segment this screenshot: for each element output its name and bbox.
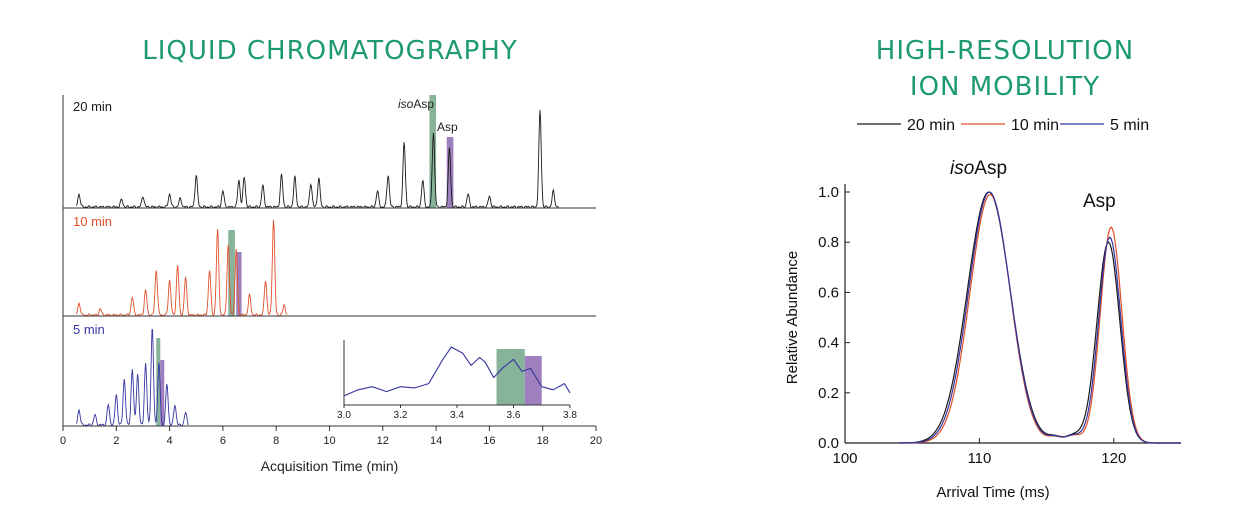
panel-label: 5 min	[73, 322, 105, 337]
im-y-tick-label: 1.0	[818, 184, 839, 201]
im-x-axis-label: Arrival Time (ms)	[936, 484, 1049, 501]
im-trace-0	[898, 191, 1181, 444]
im-x-tick-label: 110	[967, 450, 991, 467]
lc-asp-label: Asp	[437, 120, 458, 134]
im-y-tick-label: 0.6	[818, 284, 839, 301]
x-tick-label: 6	[220, 435, 226, 447]
im-y-tick-label: 0.2	[818, 385, 839, 402]
asp-band	[236, 252, 242, 316]
x-tick-label: 8	[273, 435, 279, 447]
im-y-tick-label: 0.8	[818, 234, 839, 251]
lc-title: LIQUID CHROMATOGRAPHY	[142, 36, 518, 66]
asp-band	[160, 360, 165, 426]
legend-label-0: 20 min	[907, 117, 955, 134]
x-tick-label: 0	[60, 435, 66, 447]
lc-trace-5min	[75, 329, 189, 427]
x-tick-label: 16	[483, 435, 495, 447]
inset-x-tick-label: 3.0	[337, 410, 351, 421]
x-tick-label: 4	[167, 435, 173, 447]
x-tick-label: 14	[430, 435, 442, 447]
panel-label: 10 min	[73, 214, 112, 229]
im-trace-1	[898, 193, 1181, 444]
panel-label: 20 min	[73, 99, 112, 114]
inset-trace	[343, 346, 571, 397]
lc-trace-10min	[75, 219, 288, 317]
x-tick-label: 2	[113, 435, 119, 447]
im-asp-label: Asp	[1083, 191, 1116, 212]
x-tick-label: 18	[537, 435, 549, 447]
im-title-line2: ION MOBILITY	[909, 72, 1101, 102]
legend-label-2: 5 min	[1110, 117, 1149, 134]
im-x-tick-label: 100	[832, 450, 857, 467]
im-y-axis-label: Relative Abundance	[784, 251, 801, 384]
im-y-tick-label: 0.0	[818, 435, 839, 452]
im-x-tick-label: 120	[1101, 450, 1126, 467]
legend-label-1: 10 min	[1011, 117, 1059, 134]
im-isoasp-label: isoAsp	[950, 158, 1007, 179]
im-trace-2	[898, 191, 1181, 444]
im-title-line1: HIGH-RESOLUTION	[875, 36, 1135, 66]
inset-x-tick-label: 3.2	[394, 410, 408, 421]
lc-trace-20min	[75, 109, 559, 209]
x-tick-label: 10	[323, 435, 335, 447]
lc-isoasp-label: isoAsp	[398, 97, 434, 111]
im-y-tick-label: 0.4	[818, 335, 839, 352]
x-tick-label: 12	[377, 435, 389, 447]
inset-isoasp-band	[496, 349, 525, 405]
lc-x-axis-label: Acquisition Time (min)	[261, 458, 399, 474]
inset-x-tick-label: 3.4	[450, 410, 464, 421]
inset-x-tick-label: 3.8	[563, 410, 577, 421]
inset-asp-band	[524, 356, 542, 405]
x-tick-label: 20	[590, 435, 602, 447]
inset-x-tick-label: 3.6	[507, 410, 521, 421]
isoasp-band	[228, 230, 235, 316]
asp-band	[446, 137, 454, 208]
